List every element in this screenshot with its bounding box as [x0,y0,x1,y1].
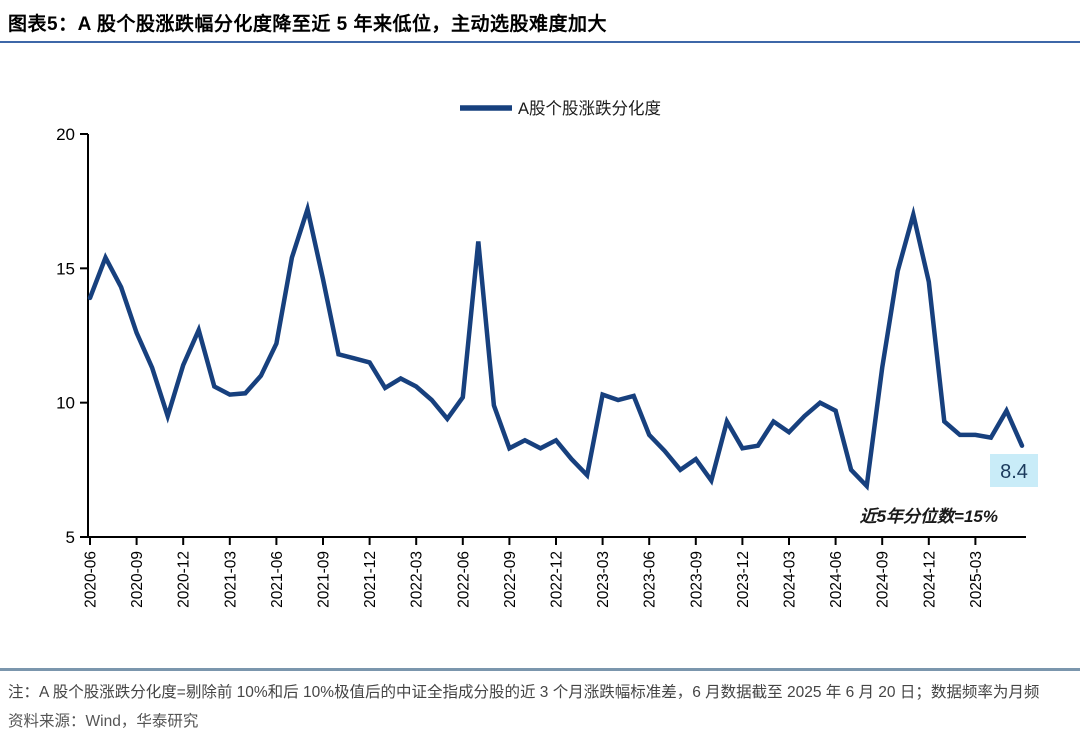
legend-label: A股个股涨跌分化度 [518,99,661,118]
y-tick-label: 10 [56,394,75,413]
x-tick-label: 2021-06 [269,551,286,608]
chart-area: 5 10 15 20 2020-06 2020-09 2020-12 2021-03 2021-… [0,49,1080,654]
source-text: 资料来源：Wind，华泰研究 [8,713,199,730]
page-title: 图表5：A 股个股涨跌幅分化度降至近 5 年来低位，主动选股难度加大 [8,14,607,35]
y-tick-label: 5 [66,528,75,547]
x-tick-label: 2024-09 [875,551,892,608]
x-tick-label: 2021-12 [362,551,379,608]
x-tick-label: 2020-06 [83,551,100,608]
x-tick-label: 2024-12 [921,551,938,608]
figure-header: 图表5：A 股个股涨跌幅分化度降至近 5 年来低位，主动选股难度加大 [0,0,1080,43]
end-value-text: 8.4 [1000,461,1028,483]
x-tick-label: 2020-12 [176,551,193,608]
x-tick-label: 2022-09 [502,551,519,608]
y-tick-label: 15 [56,259,75,278]
y-tick-label: 20 [56,125,75,144]
x-tick-label: 2021-03 [222,551,239,608]
x-tick-label: 2022-12 [549,551,566,608]
x-tick-label: 2021-09 [316,551,333,608]
x-tick-label: 2023-12 [735,551,752,608]
chart-canvas: 5 10 15 20 2020-06 2020-09 2020-12 2021-03 2021-… [56,99,1038,608]
x-tick-label: 2023-06 [642,551,659,608]
data-line [87,200,1025,491]
x-tick-label: 2022-06 [455,551,472,608]
x-tick-label: 2022-03 [409,551,426,608]
note-text: 注：A 股个股涨跌分化度=剔除前 10%和后 10%极值后的中证全指成分股的近 … [8,684,1040,701]
x-tick-label: 2023-09 [688,551,705,608]
figure-footer: 注：A 股个股涨跌分化度=剔除前 10%和后 10%极值后的中证全指成分股的近 … [0,668,1080,736]
annotation-label: 近5年分位数=15% [860,507,998,526]
x-tick-label: 2024-06 [828,551,845,608]
x-tick-label: 2025-03 [968,551,985,608]
end-value-badge [990,454,1038,487]
x-tick-label: 2023-03 [595,551,612,608]
x-tick-label: 2020-09 [129,551,146,608]
x-tick-label: 2024-03 [782,551,799,608]
